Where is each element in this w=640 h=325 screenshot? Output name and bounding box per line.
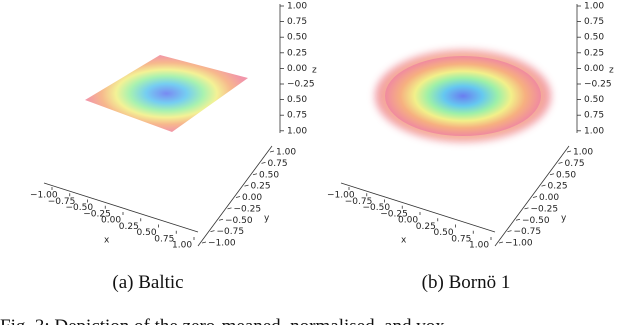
z-tick-label: 0.50 bbox=[287, 95, 307, 105]
x-tick-label: −1.00 bbox=[327, 191, 355, 201]
y-tick-label: −0.25 bbox=[531, 204, 559, 214]
point-cloud bbox=[85, 55, 248, 132]
z-tick-label: 0.25 bbox=[287, 48, 307, 58]
z-tick-label: 1.00 bbox=[584, 2, 604, 12]
z-axis-label: z bbox=[312, 66, 317, 76]
x-tick-label: 0.75 bbox=[154, 234, 174, 244]
x-tick-label: −0.25 bbox=[83, 209, 111, 219]
z-axis-label: z bbox=[609, 66, 614, 76]
z-tick-label: −0.25 bbox=[584, 80, 612, 90]
x-axis bbox=[340, 182, 496, 233]
y-tick-label: −0.25 bbox=[234, 204, 262, 214]
x-tick-label: −1.00 bbox=[30, 191, 58, 201]
y-tick-label: 1.00 bbox=[276, 148, 296, 158]
y-tick-label: 0.25 bbox=[251, 182, 271, 192]
y-tick bbox=[566, 150, 572, 153]
y-tick bbox=[558, 161, 563, 164]
y-axis bbox=[494, 145, 570, 247]
x-tick-label: −0.50 bbox=[363, 203, 391, 213]
panel-caption: (a) Baltic bbox=[112, 272, 183, 293]
x-tick-label: 1.00 bbox=[172, 241, 192, 251]
x-axis bbox=[43, 182, 199, 233]
x-tick-label: −0.75 bbox=[345, 197, 373, 207]
y-axis-label: y bbox=[561, 214, 567, 224]
y-tick-label: −1.00 bbox=[505, 239, 533, 249]
x-axis-label: x bbox=[104, 236, 110, 246]
y-tick bbox=[218, 218, 224, 221]
z-tick-label: −0.25 bbox=[287, 80, 315, 90]
z-tick-label: 1.00 bbox=[584, 126, 604, 136]
y-tick-label: 0.50 bbox=[556, 170, 576, 180]
x-tick-label: 0.50 bbox=[137, 228, 157, 238]
y-tick-label: −0.75 bbox=[217, 227, 245, 237]
panel-caption: (b) Bornö 1 bbox=[422, 272, 511, 293]
x-tick-label: 0.50 bbox=[434, 228, 454, 238]
y-tick-label: 0.75 bbox=[565, 159, 585, 169]
z-tick-label: 0.75 bbox=[287, 17, 307, 27]
y-tick bbox=[261, 161, 266, 164]
figure-caption: Fig. 3: Depiction of the zero-meaned, no… bbox=[0, 316, 445, 325]
y-tick bbox=[507, 230, 512, 233]
y-tick-label: 1.00 bbox=[573, 148, 593, 158]
y-tick bbox=[244, 184, 249, 187]
point-cloud bbox=[385, 56, 541, 136]
x-tick-label: 0.25 bbox=[119, 222, 139, 232]
x-tick-label: 0.00 bbox=[398, 216, 418, 226]
z-tick-label: 1.00 bbox=[287, 126, 307, 136]
z-tick-label: 0.75 bbox=[584, 111, 604, 121]
z-tick-label: 0.00 bbox=[287, 64, 307, 74]
y-tick bbox=[269, 150, 275, 153]
y-tick-label: −0.50 bbox=[522, 216, 550, 226]
y-tick bbox=[210, 230, 215, 233]
y-tick bbox=[532, 196, 538, 198]
y-tick-label: 0.00 bbox=[242, 193, 262, 203]
y-tick-label: 0.25 bbox=[548, 182, 568, 192]
z-tick-label: 0.50 bbox=[287, 33, 307, 43]
y-tick bbox=[524, 207, 529, 210]
x-axis-label: x bbox=[401, 236, 407, 246]
y-tick-label: 0.50 bbox=[259, 170, 279, 180]
y-tick-label: −0.50 bbox=[225, 216, 253, 226]
y-tick bbox=[549, 173, 555, 176]
y-tick bbox=[227, 207, 232, 210]
y-tick bbox=[541, 184, 546, 187]
y-tick-label: 0.00 bbox=[539, 193, 559, 203]
z-tick-label: 0.25 bbox=[584, 48, 604, 58]
x-tick-label: −0.25 bbox=[380, 209, 408, 219]
y-tick bbox=[252, 173, 258, 176]
y-axis-label: y bbox=[264, 214, 270, 224]
x-tick-label: 1.00 bbox=[469, 241, 489, 251]
y-tick bbox=[235, 196, 241, 198]
z-tick-label: 0.50 bbox=[584, 95, 604, 105]
x-tick-label: −0.50 bbox=[66, 203, 94, 213]
z-tick-label: 0.50 bbox=[584, 33, 604, 43]
x-tick-label: 0.00 bbox=[101, 216, 121, 226]
y-axis bbox=[197, 145, 273, 247]
y-tick bbox=[515, 218, 521, 221]
y-tick-label: 0.75 bbox=[268, 159, 288, 169]
y-tick-label: −1.00 bbox=[208, 239, 236, 249]
y-tick bbox=[201, 241, 207, 244]
x-tick-label: 0.25 bbox=[416, 222, 436, 232]
z-tick-label: 0.75 bbox=[584, 17, 604, 27]
x-tick-label: 0.75 bbox=[451, 234, 471, 244]
z-tick-label: 0.00 bbox=[584, 64, 604, 74]
z-tick-label: 1.00 bbox=[287, 2, 307, 12]
z-tick-label: 0.75 bbox=[287, 111, 307, 121]
y-tick-label: −0.75 bbox=[514, 227, 542, 237]
x-tick-label: −0.75 bbox=[48, 197, 76, 207]
y-tick bbox=[498, 241, 504, 244]
